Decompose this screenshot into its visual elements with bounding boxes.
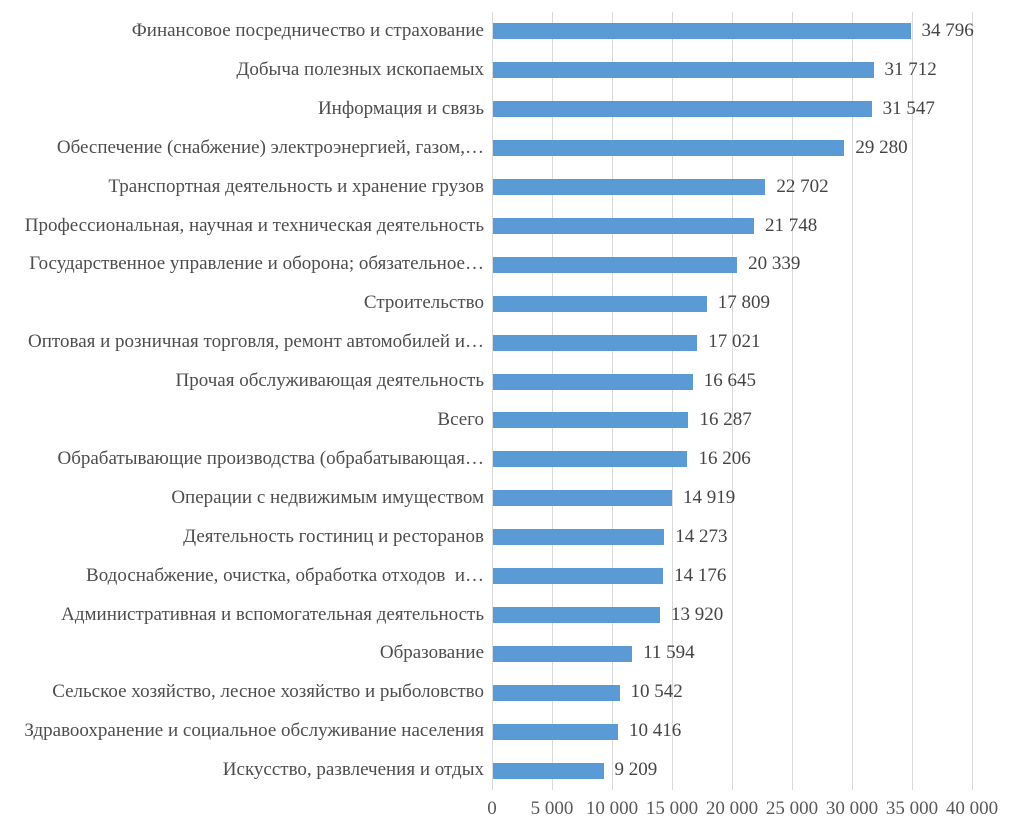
category-label: Водоснабжение, очистка, обработка отходо… <box>86 564 484 586</box>
value-label: 22 702 <box>776 175 829 197</box>
x-tick-label: 5 000 <box>530 798 574 819</box>
category-label: Всего <box>437 409 484 430</box>
gridline <box>672 12 673 790</box>
value-label: 16 287 <box>699 409 752 430</box>
value-label: 31 547 <box>882 97 935 119</box>
bar <box>493 334 698 351</box>
value-label: 14 273 <box>675 525 728 547</box>
value-label: 13 920 <box>671 603 724 625</box>
category-label: Финансовое посредничество и страхование <box>131 20 484 41</box>
bar <box>493 412 689 429</box>
category-label: Образование <box>379 642 484 664</box>
x-tick-label: 25 000 <box>765 798 819 819</box>
bar <box>493 140 845 157</box>
bar <box>493 490 673 507</box>
category-label: Деятельность гостиниц и ресторанов <box>183 525 484 547</box>
bar <box>493 606 661 623</box>
value-label: 20 339 <box>748 253 801 275</box>
category-label: Оптовая и розничная торговля, ремонт авт… <box>28 331 484 353</box>
value-label: 17 021 <box>708 331 761 353</box>
bar <box>493 295 707 312</box>
x-tick-label: 10 000 <box>585 798 639 819</box>
value-label: 10 416 <box>628 720 682 742</box>
value-label: 16 645 <box>703 370 756 392</box>
category-label: Информация и связь <box>317 97 484 119</box>
x-tick-label: 20 000 <box>705 798 759 819</box>
value-label: 10 542 <box>630 681 683 703</box>
value-label: 31 712 <box>884 58 937 80</box>
value-label: 14 919 <box>683 486 736 508</box>
bar <box>493 723 618 740</box>
gridline <box>792 12 793 790</box>
value-label: 34 796 <box>921 20 974 41</box>
bar <box>493 23 911 40</box>
y-axis-line <box>492 12 493 790</box>
bar <box>493 62 874 79</box>
bar <box>493 645 633 662</box>
category-label: Операции с недвижимым имуществом <box>171 486 484 508</box>
value-label: 17 809 <box>717 292 770 314</box>
category-label: Обрабатывающие производства (обрабатываю… <box>57 447 484 469</box>
gridline <box>912 12 913 790</box>
category-label: Сельское хозяйство, лесное хозяйство и р… <box>52 681 484 703</box>
x-tick-label: 40 000 <box>945 798 999 819</box>
bar <box>493 451 688 468</box>
bar <box>493 179 766 196</box>
value-label: 29 280 <box>855 136 908 158</box>
value-label: 21 748 <box>764 214 818 236</box>
gridline <box>732 12 733 790</box>
gridline <box>612 12 613 790</box>
category-label: Искусство, развлечения и отдых <box>222 759 484 781</box>
category-label: Прочая обслуживающая деятельность <box>175 370 485 392</box>
value-label: 9 209 <box>614 759 658 781</box>
x-tick-label: 15 000 <box>645 798 699 819</box>
bar <box>493 217 754 234</box>
bar <box>493 684 620 701</box>
x-tick-label: 30 000 <box>825 798 879 819</box>
x-tick-label: 0 <box>487 798 497 819</box>
category-label: Обеспечение (снабжение) электроэнергией,… <box>56 136 484 158</box>
bar <box>493 101 872 118</box>
category-label: Добыча полезных ископаемых <box>236 58 484 80</box>
category-label: Транспортная деятельность и хранение гру… <box>108 175 484 197</box>
value-label: 16 206 <box>698 447 751 469</box>
x-tick-label: 35 000 <box>885 798 939 819</box>
value-label: 14 176 <box>674 564 727 586</box>
bar <box>493 568 664 585</box>
bar <box>493 256 738 273</box>
category-label: Государственное управление и оборона; об… <box>29 253 484 275</box>
gridline <box>852 12 853 790</box>
bar <box>493 373 693 390</box>
category-label: Строительство <box>363 292 484 314</box>
bar <box>493 529 665 546</box>
value-label: 11 594 <box>643 642 695 664</box>
category-label: Профессиональная, научная и техническая … <box>24 214 484 236</box>
gridline <box>972 12 973 790</box>
bar <box>493 762 604 779</box>
category-label: Административная и вспомогательная деяте… <box>61 603 484 625</box>
category-label: Здравоохранение и социальное обслуживани… <box>24 720 484 742</box>
gridline <box>552 12 553 790</box>
